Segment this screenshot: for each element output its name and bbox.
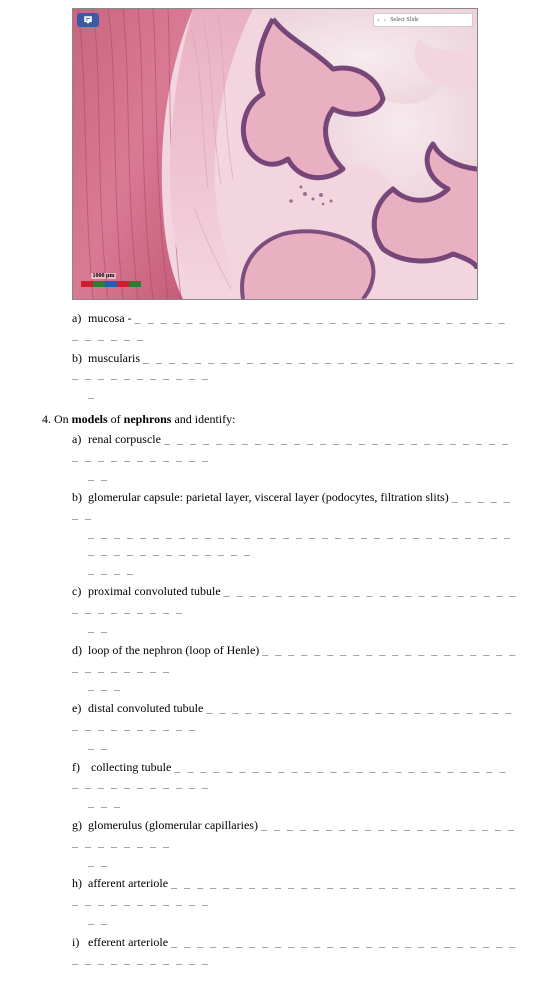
list-item: c)proximal convoluted tubule _ _ _ _ _ _… [72,583,519,635]
slide-select-label[interactable]: Select Slide [390,14,419,26]
blank-line-cont: _ _ [72,911,519,928]
q4-sublist: a)renal corpuscle _ _ _ _ _ _ _ _ _ _ _ … [30,431,519,967]
q4-number: 4. [42,412,51,426]
item-letter: b) [72,350,88,367]
blank-line-cont: _ _ [72,853,519,870]
list-item: h)afferent arteriole _ _ _ _ _ _ _ _ _ _… [72,875,519,927]
q4-intro-bold1: models [72,412,108,426]
item-text: glomerular capsule: parietal layer, visc… [88,490,452,504]
list-item: i)efferent arteriole _ _ _ _ _ _ _ _ _ _… [72,934,519,968]
worksheet-page: ‹ › Select Slide 1000 µm a)mucosa - _ _ … [0,0,549,993]
scale-bar: 1000 µm [81,281,151,293]
item-letter: a) [72,431,88,448]
item-text: muscularis [88,351,143,365]
image-tag-icon [77,13,99,27]
list-item: d)loop of the nephron (loop of Henle) _ … [72,642,519,694]
item-text: loop of the nephron (loop of Henle) [88,643,262,657]
list-item: g)glomerulus (glomerular capillaries) _ … [72,817,519,869]
item-text: renal corpuscle [88,432,164,446]
item-letter: h) [72,875,88,892]
item-letter: i) [72,934,88,951]
blank-line: _ _ _ _ _ _ _ _ _ _ _ _ _ _ _ _ _ _ _ _ … [72,311,507,342]
item-text: mucosa - [88,311,135,325]
list-item: f) collecting tubule _ _ _ _ _ _ _ _ _ _… [72,759,519,811]
image-toolbar[interactable]: ‹ › Select Slide [373,13,473,27]
blank-line-cont: _ _ _ _ [72,561,519,578]
blank-line-cont: _ _ [72,619,519,636]
item-text: afferent arteriole [88,876,171,890]
item-text: efferent arteriole [88,935,171,949]
nav-next-icon[interactable]: › [384,14,386,26]
item-text: proximal convoluted tubule [88,584,224,598]
list-item: e)distal convoluted tubule _ _ _ _ _ _ _… [72,700,519,752]
item-text: glomerulus (glomerular capillaries) [88,818,261,832]
blank-line-cont: _ [72,385,519,402]
blank-line-cont: _ _ _ [72,794,519,811]
pre-sublist: a)mucosa - _ _ _ _ _ _ _ _ _ _ _ _ _ _ _… [30,310,519,402]
list-item: b)muscularis _ _ _ _ _ _ _ _ _ _ _ _ _ _… [72,350,519,402]
item-letter: b) [72,489,88,506]
item-letter: f) [72,759,88,776]
item-letter: d) [72,642,88,659]
q4-intro: 4. On models of nephrons and identify: [30,412,519,427]
list-item: a)mucosa - _ _ _ _ _ _ _ _ _ _ _ _ _ _ _… [72,310,519,344]
q4-intro-post: and identify: [171,412,235,426]
item-text: collecting tubule [88,760,174,774]
q4-intro-bold2: nephrons [124,412,172,426]
blank-line-cont: _ _ _ _ _ _ _ _ _ _ _ _ _ _ _ _ _ _ _ _ … [72,525,519,559]
item-letter: a) [72,310,88,327]
scale-label: 1000 µm [91,273,117,279]
item-letter: e) [72,700,88,717]
item-text: distal convoluted tubule [88,701,206,715]
blank-line-cont: _ _ [72,736,519,753]
item-letter: g) [72,817,88,834]
blank-line-cont: _ _ [72,467,519,484]
q4-intro-pre: On [54,412,72,426]
item-letter: c) [72,583,88,600]
question-list: a)mucosa - _ _ _ _ _ _ _ _ _ _ _ _ _ _ _… [30,310,519,967]
tissue-svg [73,9,477,299]
list-item: a)renal corpuscle _ _ _ _ _ _ _ _ _ _ _ … [72,431,519,483]
list-item: b)glomerular capsule: parietal layer, vi… [72,489,519,577]
nav-prev-icon[interactable]: ‹ [378,14,380,26]
blank-line-cont: _ _ _ [72,677,519,694]
q4-intro-mid: of [108,412,124,426]
histology-image: ‹ › Select Slide 1000 µm [72,8,478,300]
